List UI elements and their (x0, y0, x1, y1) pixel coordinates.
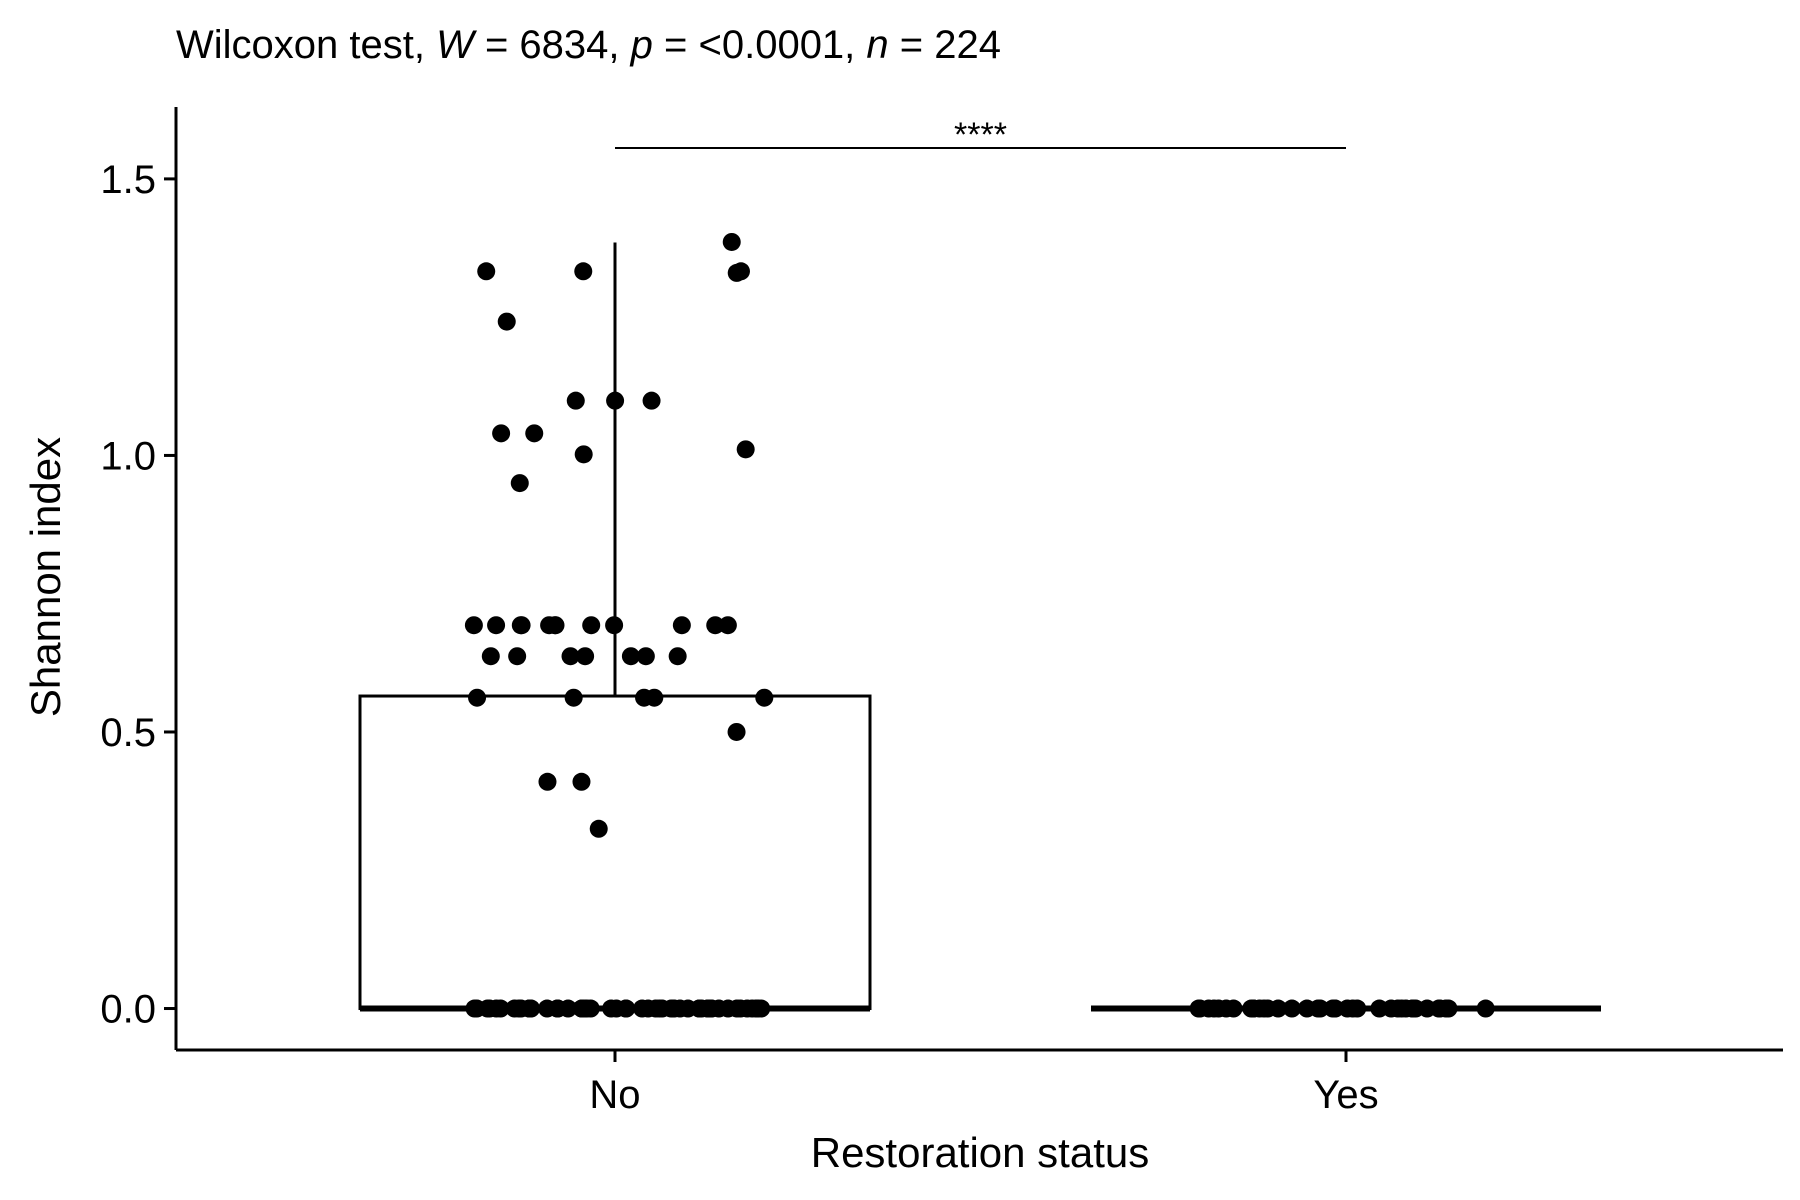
data-point (487, 616, 506, 635)
box-iqr (358, 694, 872, 1011)
data-point (1476, 999, 1495, 1018)
data-point (736, 440, 755, 459)
data-point (546, 616, 565, 635)
data-point (574, 262, 593, 281)
data-point (1429, 999, 1448, 1018)
x-axis-ticks: No Yes (589, 1050, 1379, 1117)
data-point (1282, 999, 1301, 1018)
data-point (635, 688, 654, 707)
data-point (477, 262, 496, 281)
data-point (727, 263, 746, 282)
data-point (561, 647, 580, 666)
data-point (564, 688, 583, 707)
data-point (589, 819, 608, 838)
data-point (617, 999, 636, 1018)
data-point (755, 688, 774, 707)
data-point (525, 424, 544, 443)
title-n-value: = 224 (889, 23, 1001, 67)
data-point (572, 772, 591, 791)
data-point (465, 999, 484, 1018)
data-point (538, 772, 557, 791)
data-point (636, 647, 655, 666)
y-axis-title: Shannon index (22, 437, 69, 717)
data-point (548, 999, 567, 1018)
y-axis-ticks: 0.0 0.5 1.0 1.5 (100, 158, 176, 1032)
y-tick-label: 0.5 (100, 711, 156, 755)
x-tick-label: No (589, 1073, 640, 1117)
y-tick-label: 0.0 (100, 988, 156, 1032)
data-point (581, 999, 600, 1018)
data-point (1297, 999, 1316, 1018)
data-point (747, 999, 766, 1018)
data-point (468, 688, 487, 707)
data-point (605, 616, 624, 635)
chart-title: Wilcoxon test, W = 6834, p = <0.0001, n … (176, 23, 1001, 67)
data-point (509, 999, 528, 1018)
data-point (718, 616, 737, 635)
data-point (1403, 999, 1422, 1018)
data-point (1269, 999, 1288, 1018)
data-point (491, 999, 510, 1018)
x-axis-title: Restoration status (811, 1129, 1150, 1176)
data-point (606, 391, 625, 410)
plot-area: **** (358, 116, 1601, 1018)
data-point (492, 424, 511, 443)
data-point (582, 616, 601, 635)
data-point (690, 999, 709, 1018)
title-w-symbol: W (436, 23, 477, 67)
data-point (668, 647, 687, 666)
data-point (672, 616, 691, 635)
data-point (602, 999, 621, 1018)
significance-label: **** (954, 116, 1007, 154)
title-n-symbol: n (866, 23, 888, 67)
data-point (508, 647, 527, 666)
data-point (1189, 999, 1208, 1018)
x-tick-label: Yes (1313, 1073, 1378, 1117)
data-point (639, 999, 658, 1018)
data-point (1326, 999, 1345, 1018)
data-point (706, 616, 725, 635)
title-p-symbol: p (630, 23, 653, 67)
points-yes (1189, 999, 1495, 1018)
y-tick-label: 1.5 (100, 158, 156, 202)
data-point (722, 232, 741, 251)
title-prefix: Wilcoxon test, (176, 23, 436, 67)
data-point (727, 722, 746, 741)
data-point (464, 616, 483, 635)
data-point (642, 391, 661, 410)
data-point (574, 445, 593, 464)
title-p-value: = <0.0001, (653, 23, 867, 67)
data-point (1244, 999, 1263, 1018)
title-w-value: = 6834, (474, 23, 631, 67)
data-point (621, 647, 640, 666)
data-point (481, 647, 500, 666)
data-point (510, 474, 529, 493)
data-point (497, 312, 516, 331)
y-tick-label: 1.0 (100, 434, 156, 478)
data-point (576, 647, 595, 666)
points-no (464, 232, 774, 1018)
data-point (566, 391, 585, 410)
data-point (511, 616, 530, 635)
